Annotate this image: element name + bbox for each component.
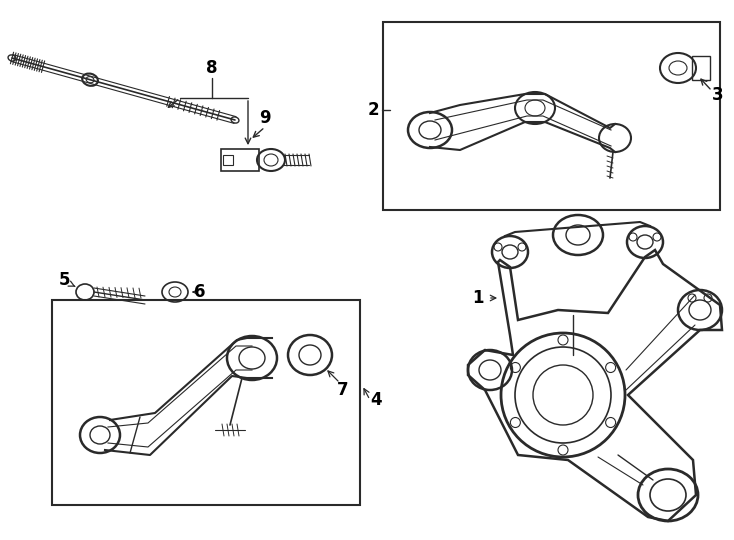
Text: 3: 3 [712,86,724,104]
Text: 7: 7 [337,381,349,399]
Text: 6: 6 [195,283,206,301]
Text: 4: 4 [370,391,382,409]
Bar [692,56,710,80]
Text: 5: 5 [58,271,70,289]
Text: 2: 2 [367,101,379,119]
Text: 8: 8 [206,59,218,77]
Bar [223,155,233,165]
Bar [52,300,360,505]
Text: 1: 1 [472,289,484,307]
Bar [221,149,259,171]
Bar [383,22,720,210]
Text: 9: 9 [259,109,271,127]
